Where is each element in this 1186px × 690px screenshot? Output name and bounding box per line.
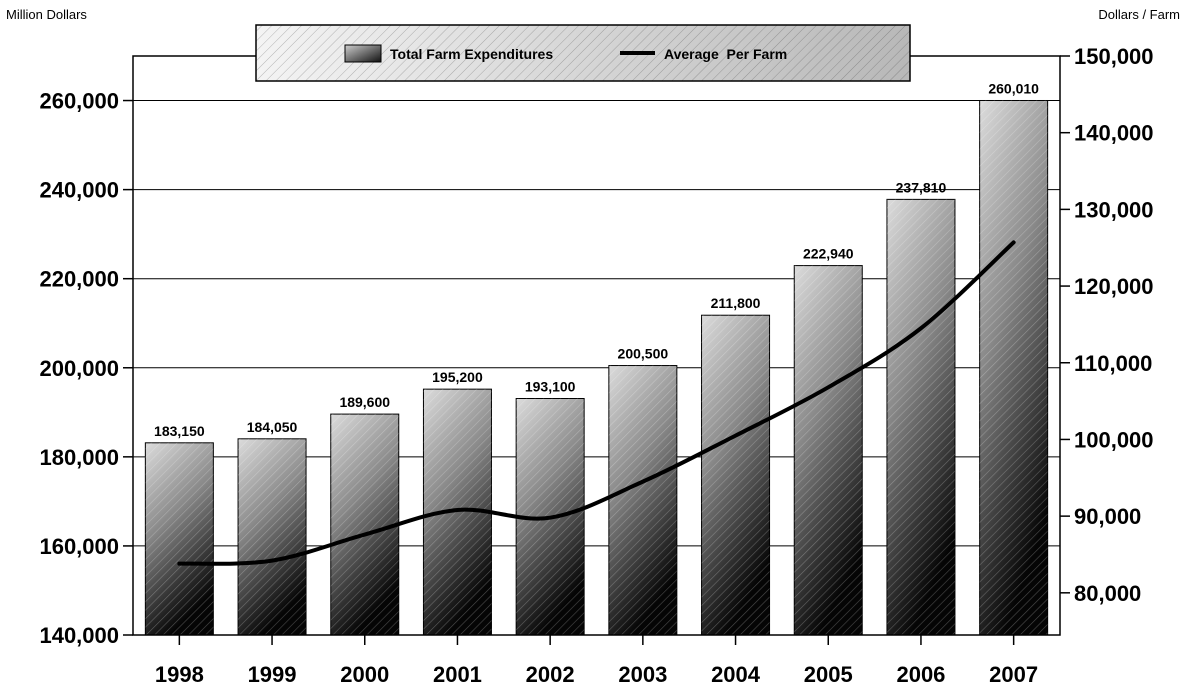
- bar-value-label: 184,050: [247, 419, 298, 435]
- legend-bar-label: Total Farm Expenditures: [390, 46, 553, 62]
- legend-line-label: Average Per Farm: [664, 46, 787, 62]
- legend-bar-swatch: [344, 44, 382, 63]
- bar-value-label: 222,940: [803, 246, 854, 262]
- left-tick-label: 260,000: [39, 89, 119, 114]
- left-tick-label: 180,000: [39, 445, 119, 470]
- left-tick-label: 200,000: [39, 356, 119, 381]
- left-tick-label: 160,000: [39, 534, 119, 559]
- x-tick-label: 2002: [526, 662, 575, 687]
- x-tick-label: 2006: [896, 662, 945, 687]
- right-tick-label: 90,000: [1074, 504, 1141, 529]
- left-tick-label: 220,000: [39, 267, 119, 292]
- x-tick-label: 1998: [155, 662, 204, 687]
- bar-hatch: [701, 315, 770, 635]
- x-axis-ticks: 1998 1999 2000 2001 2002 2003 2004 2005 2006 2007: [155, 635, 1038, 687]
- bar-value-label: 183,150: [154, 423, 205, 439]
- x-tick-label: 2005: [804, 662, 853, 687]
- right-tick-label: 140,000: [1074, 121, 1154, 146]
- right-axis-title: Dollars / Farm: [1098, 7, 1180, 22]
- x-tick-label: 2003: [618, 662, 667, 687]
- bar-value-label: 195,200: [432, 369, 483, 385]
- bar-value-labels: 183,150 184,050 189,600 195,200 193,100 200,5…: [154, 80, 1039, 438]
- bar-hatch: [886, 199, 955, 635]
- bar-hatch: [238, 438, 307, 635]
- bar-value-label: 193,100: [525, 379, 576, 395]
- right-axis-ticks: 80,000 90,000 100,000 110,000 120,000 130,000…: [1060, 44, 1154, 606]
- legend: Total Farm Expenditures Average Per Farm: [255, 24, 911, 82]
- bar-hatch: [145, 442, 214, 635]
- right-tick-label: 130,000: [1074, 197, 1154, 222]
- right-tick-label: 100,000: [1074, 427, 1154, 452]
- bar-hatch: [979, 100, 1048, 636]
- bar-value-label: 200,500: [618, 346, 669, 362]
- bar-hatch: [794, 265, 863, 635]
- line-series: [177, 240, 1016, 566]
- right-tick-label: 110,000: [1074, 351, 1152, 376]
- right-tick-label: 120,000: [1074, 274, 1154, 299]
- bar-value-label: 260,010: [988, 80, 1039, 96]
- left-axis-ticks: 140,000 160,000 180,000 200,000 220,000 240,0…: [39, 89, 133, 648]
- x-tick-label: 2001: [433, 662, 482, 687]
- x-tick-label: 2000: [340, 662, 389, 687]
- left-axis-title: Million Dollars: [6, 7, 87, 22]
- average-per-farm-line: [177, 240, 1016, 566]
- left-tick-label: 140,000: [39, 623, 119, 648]
- bar-value-label: 189,600: [339, 394, 390, 410]
- left-tick-label: 240,000: [39, 178, 119, 203]
- right-tick-label: 80,000: [1074, 581, 1141, 606]
- x-tick-label: 2007: [989, 662, 1038, 687]
- right-tick-label: 150,000: [1074, 44, 1154, 69]
- bar-value-label: 211,800: [711, 295, 761, 311]
- x-tick-label: 1999: [248, 662, 297, 687]
- bar-hatch: [330, 414, 399, 635]
- x-tick-label: 2004: [711, 662, 761, 687]
- bar-value-label: 237,810: [896, 179, 947, 195]
- bar-series: [144, 99, 1049, 636]
- bar-hatch: [608, 365, 677, 635]
